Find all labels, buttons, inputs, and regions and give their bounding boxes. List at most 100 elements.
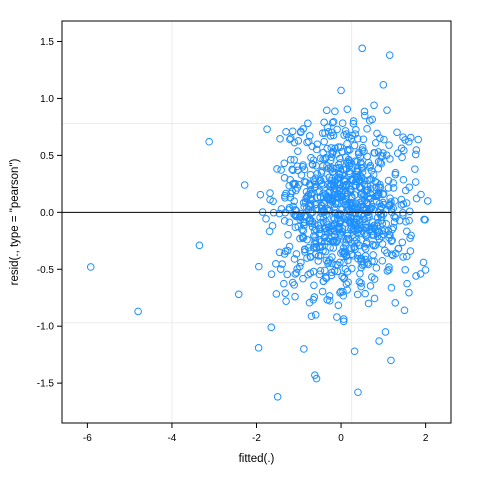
data-point (300, 221, 308, 230)
data-point (385, 263, 393, 271)
data-point (412, 146, 421, 154)
data-point (382, 220, 390, 228)
data-point (365, 210, 373, 219)
data-point (320, 118, 328, 127)
data-point (382, 151, 391, 159)
data-point (393, 149, 402, 158)
data-point (325, 235, 334, 243)
data-point (368, 273, 376, 281)
data-point (341, 127, 350, 135)
data-point (362, 199, 371, 207)
data-point (359, 135, 368, 144)
data-point (295, 262, 304, 271)
data-point (347, 134, 356, 143)
data-point (374, 188, 383, 197)
data-point (336, 258, 344, 267)
data-point (309, 295, 318, 304)
data-point (328, 148, 336, 157)
data-point (325, 292, 334, 300)
data-point (397, 144, 406, 153)
data-point (320, 207, 329, 215)
data-point (363, 238, 371, 246)
data-point (309, 232, 318, 240)
x-axis-ticks: -6 -4 -2 0 2 (83, 423, 429, 444)
data-point (340, 131, 348, 139)
data-point (285, 242, 294, 251)
data-point (355, 278, 364, 286)
data-point (361, 252, 370, 260)
data-point (365, 117, 374, 125)
data-point (406, 234, 414, 242)
x-tick-label: -4 (167, 433, 176, 444)
data-point (370, 242, 378, 250)
data-point (378, 227, 387, 235)
data-point (304, 119, 312, 128)
data-point (360, 192, 369, 200)
data-point (369, 218, 377, 227)
data-point (358, 168, 367, 177)
data-point (312, 200, 321, 208)
data-point (420, 215, 428, 224)
data-point (372, 264, 381, 272)
data-point (384, 176, 393, 185)
data-point (360, 242, 369, 251)
data-point (307, 312, 316, 321)
data-point (306, 247, 315, 255)
data-point (333, 237, 342, 245)
data-point (366, 282, 375, 290)
data-point (333, 125, 341, 134)
data-point (340, 274, 348, 283)
data-point (345, 235, 353, 244)
data-point (280, 159, 289, 168)
data-point (405, 137, 413, 146)
data-point (303, 138, 311, 147)
data-point (299, 233, 308, 242)
data-point (373, 129, 381, 138)
data-point (320, 224, 329, 232)
data-point (344, 155, 353, 164)
data-point (272, 290, 281, 298)
data-point (419, 258, 428, 267)
data-point (383, 106, 391, 114)
data-point (256, 190, 265, 199)
data-point (276, 265, 285, 273)
data-point (336, 167, 345, 176)
data-point (302, 194, 311, 202)
data-point (292, 250, 301, 258)
data-point (296, 234, 304, 243)
data-point (357, 210, 366, 219)
data-point (383, 249, 391, 257)
data-point (293, 265, 301, 273)
data-point (321, 266, 329, 275)
data-point (349, 117, 358, 125)
data-point (353, 202, 362, 211)
data-point (360, 147, 368, 156)
data-point (385, 141, 393, 149)
data-point (300, 165, 309, 174)
data-point (390, 212, 398, 221)
data-point (275, 209, 284, 218)
data-point (254, 344, 263, 352)
data-point (288, 165, 296, 174)
data-point (387, 198, 395, 206)
data-point (361, 289, 369, 298)
data-point (400, 146, 408, 155)
data-point (343, 267, 352, 276)
data-point (387, 250, 396, 259)
data-point (349, 226, 358, 234)
data-point (359, 191, 368, 200)
data-point (360, 260, 368, 268)
data-point (319, 162, 327, 170)
data-point (308, 160, 317, 168)
data-point (354, 225, 363, 234)
data-point (357, 282, 365, 291)
data-point (294, 147, 302, 155)
data-point (330, 187, 338, 195)
data-point (328, 253, 336, 261)
data-point (267, 270, 276, 278)
data-point (352, 125, 360, 134)
data-point (309, 267, 318, 276)
data-point (289, 166, 297, 174)
